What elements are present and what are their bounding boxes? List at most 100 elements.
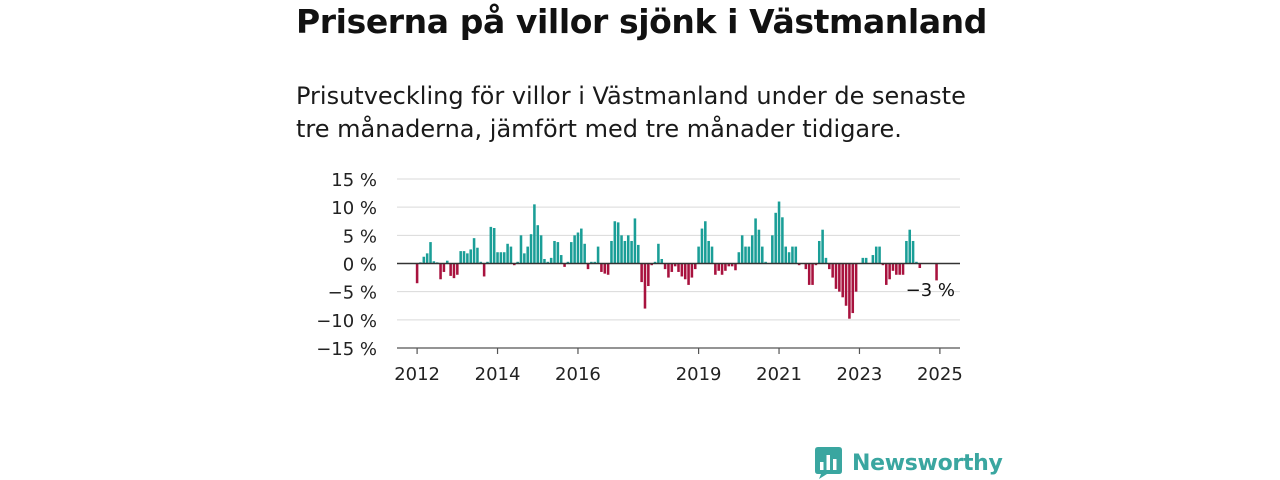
bar (908, 229, 912, 264)
bar (915, 261, 918, 264)
bar (546, 261, 550, 264)
bar (459, 251, 462, 264)
bars (415, 201, 938, 319)
bar (536, 225, 540, 264)
bar (479, 261, 483, 264)
bar (449, 263, 452, 276)
x-tick-label: 2025 (917, 364, 963, 385)
bar (764, 261, 767, 264)
y-tick-label: −15 % (316, 339, 377, 360)
bar (807, 263, 811, 285)
bar (519, 235, 523, 264)
bar (543, 258, 546, 264)
bar (690, 263, 694, 278)
x-tick-label: 2023 (837, 364, 883, 385)
bar (533, 204, 536, 264)
bar (513, 263, 516, 266)
bar (429, 242, 432, 264)
bar (563, 263, 566, 267)
bar (586, 263, 590, 270)
x-tick-label: 2021 (756, 364, 802, 385)
bar (496, 252, 499, 264)
bar (637, 244, 640, 264)
bar (539, 235, 543, 264)
bar (831, 263, 834, 278)
bar (720, 263, 724, 275)
bar (717, 263, 720, 271)
bar (640, 263, 643, 283)
bar (462, 251, 466, 264)
bar (797, 263, 801, 266)
bar (888, 263, 891, 280)
bar-chart: 15 % 10 % 5 % 0 % −5 % −10 % −15 % 2012 2014 2016… (316, 170, 963, 385)
bar (874, 246, 878, 264)
bar (489, 226, 493, 264)
bar (744, 246, 747, 264)
bar (878, 246, 881, 264)
y-tick-label: −5 % (328, 283, 377, 304)
bar (693, 263, 697, 270)
bar (740, 235, 744, 264)
bar (650, 263, 653, 266)
bar (425, 253, 429, 264)
bar (697, 246, 700, 264)
y-tick-label: 10 % (331, 198, 377, 219)
bar (469, 249, 472, 264)
bar (771, 235, 774, 264)
bar (677, 263, 680, 272)
bar (573, 235, 576, 264)
bar (667, 263, 670, 278)
bar (556, 242, 560, 264)
chart-title: Priserna på villor sjönk i Västmanland (296, 2, 987, 41)
bar (704, 221, 707, 264)
bar (828, 263, 831, 270)
bar (600, 263, 603, 272)
bar (854, 263, 858, 292)
bar (442, 263, 446, 272)
bar (466, 253, 469, 264)
bar (476, 247, 479, 264)
bar (576, 232, 580, 264)
bar (660, 258, 664, 264)
bar (439, 263, 442, 280)
bar (422, 256, 426, 264)
bar (623, 240, 627, 264)
axes (397, 262, 960, 354)
bar (492, 228, 496, 264)
bar (633, 218, 637, 264)
bar (593, 261, 596, 264)
bar (787, 252, 791, 264)
y-tick-label: 15 % (331, 170, 377, 191)
bar (643, 263, 647, 309)
y-tick-label: 5 % (343, 226, 377, 247)
bar (761, 246, 764, 264)
bar (824, 257, 828, 264)
brand-name: Newsworthy (852, 450, 1003, 476)
bar (864, 257, 868, 264)
bar (683, 263, 687, 280)
bar (590, 261, 593, 264)
bar (630, 240, 633, 264)
bar (415, 263, 419, 284)
x-tick-label: 2016 (555, 364, 601, 385)
bar (583, 243, 586, 264)
bar (647, 263, 650, 287)
bar (885, 263, 888, 285)
bar (516, 261, 519, 264)
bar (482, 263, 486, 277)
bar (784, 246, 788, 264)
bar (734, 263, 737, 271)
bar (848, 263, 851, 319)
bar (616, 222, 620, 264)
bar (499, 252, 503, 264)
bar (714, 263, 717, 275)
bar (754, 218, 757, 264)
bar (653, 261, 657, 264)
bar (707, 240, 710, 264)
bar (606, 263, 610, 275)
bar (838, 263, 841, 292)
bar (777, 201, 781, 264)
bar (898, 263, 901, 275)
bar (905, 240, 908, 264)
bar (794, 246, 798, 264)
